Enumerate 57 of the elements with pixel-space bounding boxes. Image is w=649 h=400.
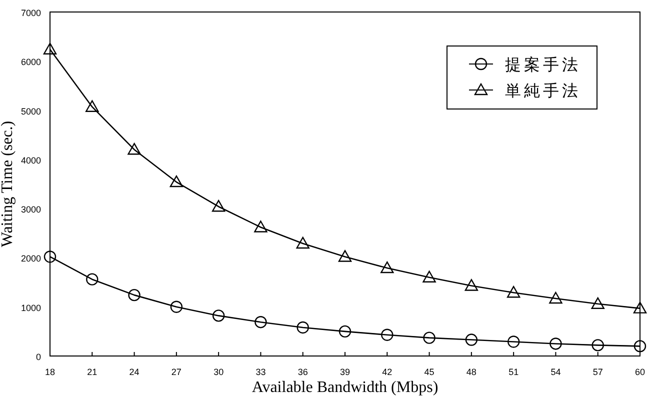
y-tick-label: 7000 (20, 8, 41, 18)
point (170, 300, 183, 313)
x-tick-label: 18 (44, 367, 56, 377)
point (423, 332, 436, 344)
point (507, 336, 520, 348)
point (549, 292, 562, 304)
x-tick-label: 45 (424, 367, 434, 377)
x-tick-label: 60 (634, 367, 646, 377)
point (44, 250, 56, 263)
point (592, 339, 604, 352)
legend-label: 単純手法 (505, 82, 581, 100)
point (338, 250, 352, 262)
point (380, 261, 394, 274)
point (422, 270, 436, 282)
point (591, 297, 604, 310)
y-tick-label: 6000 (20, 57, 41, 68)
point (633, 302, 647, 314)
point (381, 328, 394, 341)
x-tick-label: 48 (466, 367, 476, 377)
x-tick-label: 33 (256, 367, 266, 377)
point (634, 340, 646, 352)
point (128, 143, 141, 155)
point (338, 325, 352, 338)
point (43, 42, 57, 54)
point (170, 175, 184, 188)
legend-label: 提案手法 (505, 56, 581, 74)
point (254, 316, 267, 328)
point (296, 236, 310, 249)
x-tick-label: 21 (87, 367, 98, 377)
point (128, 288, 140, 302)
y-tick-label: 5000 (20, 106, 41, 116)
x-tick-label: 42 (382, 367, 392, 377)
point (86, 273, 98, 286)
x-tick-label: 27 (171, 367, 182, 377)
x-tick-label: 24 (129, 367, 140, 377)
x-tick-label: 30 (214, 367, 224, 377)
x-axis-title: Available Bandwidth (Mbps) (252, 379, 438, 396)
point (212, 200, 226, 212)
y-axis-title: Waiting Time (sec.) (0, 120, 16, 248)
x-tick-label: 39 (340, 367, 350, 377)
y-tick-label: 0 (36, 352, 41, 362)
y-tick-label: 1000 (20, 302, 41, 313)
point (465, 334, 478, 346)
point (296, 321, 309, 334)
point (464, 279, 478, 291)
y-tick-label: 2000 (20, 254, 41, 264)
x-tick-label: 51 (508, 367, 519, 377)
y-tick-label: 4000 (20, 155, 41, 166)
point (86, 100, 99, 112)
point (212, 310, 225, 322)
point (254, 220, 268, 232)
x-tick-label: 36 (298, 367, 308, 377)
point (550, 338, 562, 350)
point (506, 286, 520, 298)
x-tick-label: 57 (592, 367, 603, 377)
y-tick-label: 3000 (20, 204, 41, 215)
x-tick-label: 54 (550, 367, 561, 377)
